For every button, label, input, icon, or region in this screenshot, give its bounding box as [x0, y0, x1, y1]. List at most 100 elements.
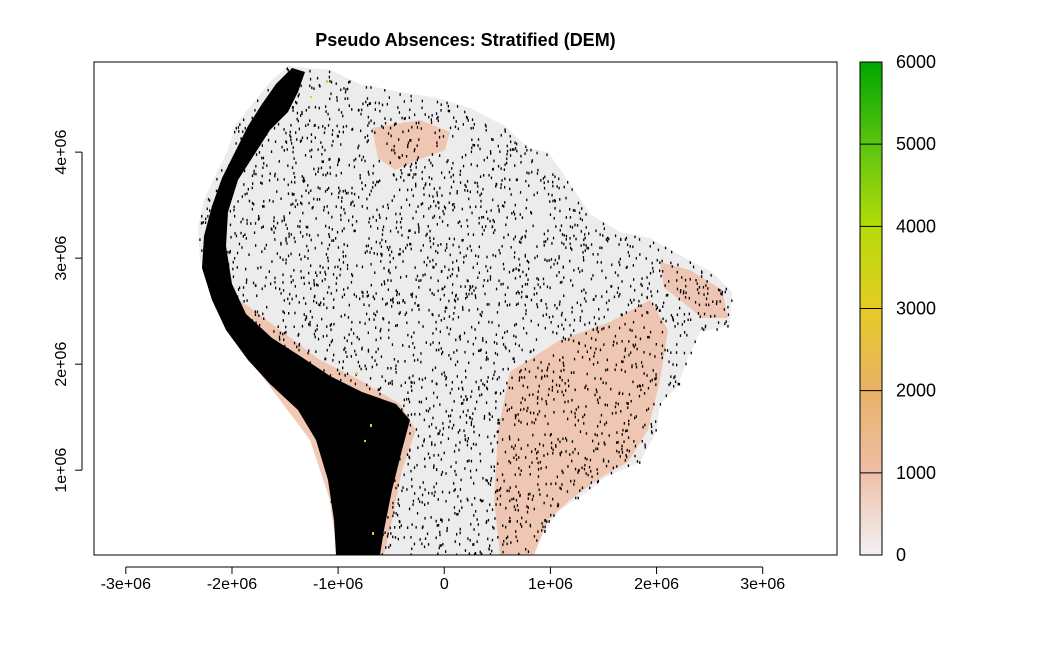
absence-point: [325, 224, 327, 228]
absence-point: [623, 440, 625, 443]
absence-point: [556, 261, 559, 265]
absence-point: [651, 261, 653, 265]
absence-point: [224, 312, 226, 315]
absence-point: [274, 140, 277, 143]
absence-point: [351, 191, 353, 195]
absence-point: [439, 298, 442, 301]
absence-point: [385, 481, 387, 484]
absence-point: [596, 328, 598, 331]
absence-point: [215, 267, 217, 271]
absence-point: [497, 536, 499, 539]
absence-point: [569, 453, 571, 456]
absence-point: [260, 330, 262, 333]
absence-point: [294, 240, 296, 244]
absence-point: [234, 232, 236, 235]
absence-point: [373, 312, 375, 316]
absence-point: [435, 348, 438, 352]
absence-point: [562, 266, 564, 269]
absence-point: [406, 397, 408, 401]
absence-point: [605, 238, 607, 241]
absence-point: [265, 133, 267, 136]
absence-point: [298, 127, 300, 131]
absence-point: [381, 103, 384, 107]
absence-point: [309, 320, 311, 324]
absence-point: [473, 430, 475, 434]
absence-point: [326, 348, 328, 352]
absence-point: [214, 235, 216, 238]
absence-point: [505, 347, 507, 350]
absence-point: [273, 342, 275, 346]
absence-point: [367, 350, 370, 353]
absence-point: [295, 100, 297, 104]
absence-point: [389, 271, 391, 275]
absence-point: [406, 488, 408, 491]
absence-point: [584, 456, 586, 460]
absence-point: [679, 306, 681, 310]
absence-point: [547, 180, 549, 183]
absence-point: [266, 164, 268, 167]
absence-point: [339, 548, 341, 552]
absence-point: [361, 507, 363, 511]
absence-point: [353, 515, 355, 518]
absence-point: [466, 247, 469, 250]
absence-point: [240, 231, 242, 235]
absence-point: [470, 459, 473, 463]
absence-point: [557, 504, 560, 507]
absence-point: [205, 243, 207, 247]
absence-point: [391, 382, 393, 386]
absence-point: [406, 321, 408, 325]
absence-point: [639, 337, 642, 341]
absence-point: [437, 453, 440, 457]
absence-point: [633, 345, 635, 349]
absence-point: [546, 494, 548, 497]
absence-point: [561, 233, 564, 236]
absence-point: [310, 238, 312, 242]
absence-point: [443, 451, 445, 455]
absence-point: [342, 114, 344, 118]
absence-point: [469, 205, 471, 209]
absence-point: [235, 160, 237, 163]
absence-point: [574, 423, 576, 427]
absence-point: [317, 387, 319, 391]
absence-point: [529, 350, 531, 354]
absence-point: [389, 408, 391, 412]
absence-point: [403, 117, 405, 121]
absence-point: [536, 303, 538, 306]
absence-point: [488, 412, 490, 415]
absence-point: [533, 411, 535, 415]
absence-point: [646, 276, 648, 279]
absence-point: [685, 362, 687, 366]
absence-point: [652, 270, 654, 273]
absence-point: [375, 240, 377, 244]
absence-point: [261, 182, 263, 185]
absence-point: [456, 349, 458, 352]
absence-point: [518, 257, 520, 261]
absence-point: [547, 393, 550, 397]
absence-point: [437, 201, 439, 204]
absence-point: [361, 205, 363, 208]
absence-point: [311, 407, 314, 410]
absence-point: [302, 211, 304, 215]
absence-point: [261, 144, 263, 147]
absence-point: [563, 410, 565, 413]
absence-point: [607, 239, 609, 243]
absence-point: [596, 434, 598, 437]
absence-point: [425, 341, 427, 344]
absence-point: [327, 259, 329, 263]
absence-point: [549, 433, 551, 437]
absence-point: [694, 340, 696, 344]
absence-point: [470, 249, 473, 252]
absence-point: [459, 441, 461, 444]
absence-point: [336, 230, 339, 234]
absence-point: [474, 497, 476, 500]
absence-point: [238, 242, 241, 246]
absence-point: [201, 215, 203, 218]
absence-point: [421, 386, 423, 389]
absence-point: [509, 520, 511, 523]
absence-point: [550, 321, 552, 324]
absence-point: [368, 121, 370, 125]
absence-point: [436, 524, 438, 527]
absence-point: [254, 284, 257, 287]
absence-point: [273, 126, 276, 130]
